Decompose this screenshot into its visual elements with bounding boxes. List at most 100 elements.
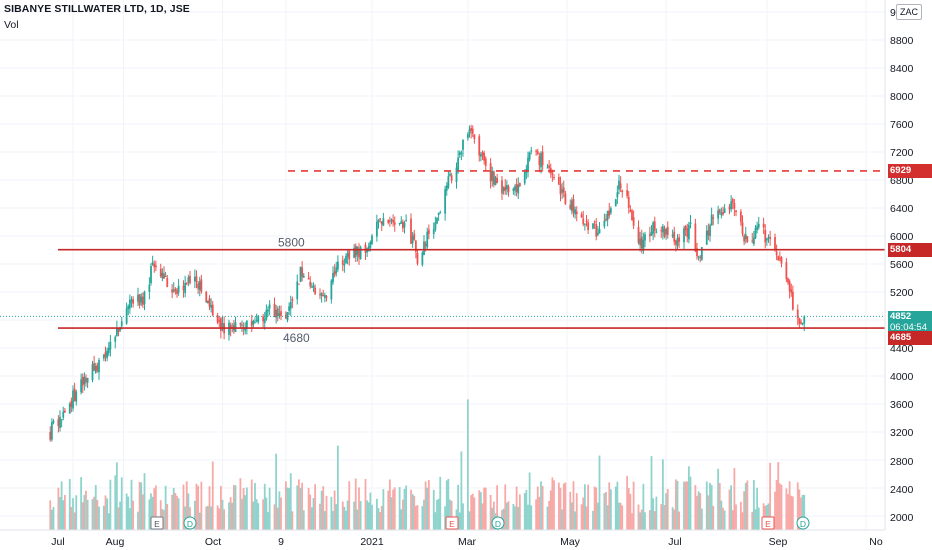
- level-lines[interactable]: 5800 4680: [0, 170, 885, 345]
- time-axis[interactable]: Jul Aug Oct 9 2021 Mar May Jul Sep No: [51, 536, 883, 548]
- candle-body: [696, 248, 698, 257]
- volume-bar: [598, 455, 601, 530]
- candle-body: [523, 171, 526, 184]
- candle-body: [141, 296, 144, 305]
- symbol-title[interactable]: SIBANYE STILLWATER LTD, 1D, JSE: [4, 3, 190, 15]
- candle-body: [437, 213, 440, 216]
- candle-body: [663, 228, 666, 237]
- candle-body: [673, 231, 676, 242]
- volume-bar: [696, 495, 698, 530]
- candle-body: [605, 218, 607, 221]
- volume-bar: [366, 500, 369, 530]
- volume-bar: [398, 487, 401, 530]
- candle-body: [614, 199, 617, 207]
- candle-body: [52, 420, 55, 423]
- time-tick-label: Aug: [106, 536, 125, 548]
- candle-body: [551, 172, 554, 175]
- candle-body: [629, 210, 632, 212]
- candle-body: [197, 283, 200, 289]
- volume-bar: [265, 497, 268, 530]
- volume-bar: [153, 488, 156, 530]
- candle-body: [302, 275, 305, 278]
- candle-body: [189, 276, 191, 284]
- volume-bar: [102, 505, 105, 530]
- currency-button[interactable]: ZAC: [896, 4, 922, 20]
- dividend-marker[interactable]: [491, 516, 505, 530]
- volume-bar: [596, 502, 599, 530]
- volume-bar: [639, 512, 642, 530]
- volume-bar: [739, 501, 742, 530]
- volume-bar: [674, 479, 677, 530]
- candle-body: [492, 171, 495, 185]
- earnings-marker[interactable]: [761, 516, 775, 530]
- volume-bar: [83, 494, 86, 530]
- candle-body: [735, 210, 737, 212]
- earnings-marker[interactable]: [445, 516, 459, 530]
- volume-bar: [94, 485, 97, 530]
- candle-body: [650, 232, 653, 236]
- candle-body: [618, 180, 620, 190]
- candle-body: [507, 186, 510, 193]
- candle-body: [616, 192, 619, 198]
- volume-bar: [159, 500, 162, 530]
- volume-bar: [653, 511, 656, 530]
- volume-bar: [791, 496, 794, 530]
- price-axis[interactable]: 9 8800 8400 8000 7600 7200 6800 6400 6000 5600 520…: [890, 7, 914, 524]
- candle-body: [154, 265, 157, 268]
- candle-body: [593, 221, 596, 223]
- candle-body: [788, 281, 791, 292]
- volume-bar: [778, 483, 781, 530]
- volume-bar: [301, 482, 304, 530]
- candle-body: [699, 257, 702, 259]
- candle-body: [687, 224, 690, 240]
- candle-body: [185, 283, 188, 285]
- volume-bar: [450, 500, 453, 530]
- volume-bar: [228, 502, 230, 530]
- candle-body: [530, 150, 533, 152]
- candle-body: [377, 220, 380, 223]
- volume-bar: [148, 499, 151, 530]
- volume-bar: [211, 461, 214, 530]
- candle-body: [268, 304, 271, 309]
- dividend-marker[interactable]: [183, 516, 197, 530]
- volume-bar: [583, 484, 586, 530]
- dividend-marker[interactable]: [796, 516, 810, 530]
- volume-bar: [746, 480, 749, 530]
- volume-bar: [143, 473, 146, 530]
- candle-body: [195, 276, 198, 282]
- volume-bar: [471, 493, 474, 530]
- volume-bar: [182, 484, 185, 530]
- candle-body: [314, 287, 317, 294]
- time-tick-label: Oct: [205, 536, 221, 548]
- volume-bar: [549, 490, 552, 530]
- earnings-marker[interactable]: [150, 516, 164, 530]
- volume-bar: [141, 494, 144, 530]
- volume-bar: [593, 486, 596, 530]
- candle-body: [717, 210, 720, 219]
- candle-body: [336, 261, 339, 270]
- volume-bar: [427, 480, 430, 530]
- price-tick-label: 3200: [890, 427, 914, 439]
- candle-body: [557, 177, 560, 185]
- candle-body: [709, 225, 711, 237]
- candle-body: [330, 280, 333, 300]
- candle-body: [411, 235, 414, 244]
- candle-body: [254, 322, 256, 324]
- volume-bar: [626, 475, 629, 530]
- candle-body: [754, 228, 757, 239]
- candle-body: [553, 176, 555, 178]
- candle-body: [481, 152, 484, 156]
- candle-body: [652, 222, 655, 234]
- volume-bar: [132, 500, 135, 530]
- volume-bar: [96, 499, 99, 530]
- candle-body: [689, 222, 692, 224]
- candle-body: [512, 188, 515, 191]
- resistance-annotation: 5800: [278, 236, 305, 250]
- candle-body: [380, 221, 383, 225]
- volume-bar: [694, 485, 697, 530]
- candle-body: [257, 315, 260, 323]
- volume-bar: [754, 509, 757, 530]
- candle-body: [137, 294, 139, 302]
